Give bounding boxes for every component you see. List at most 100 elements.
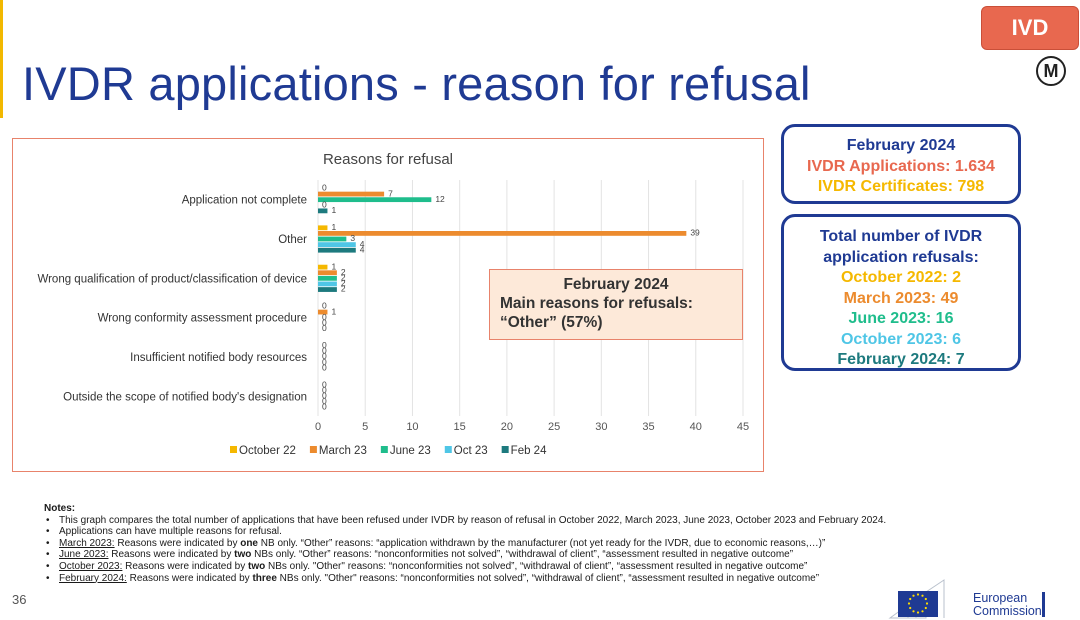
- legend-label: June 23: [390, 445, 431, 457]
- note-text: NBs only. "Other" reasons: “nonconformit…: [276, 572, 820, 584]
- logo-line-1: European: [973, 591, 1028, 605]
- eu-stars-icon: [907, 593, 929, 614]
- category-label: Insufficient notified body resources: [130, 352, 307, 364]
- data-label: 0: [322, 391, 327, 401]
- summary-certificates: IVDR Certificates: 798: [817, 178, 985, 195]
- category-label: Other: [278, 234, 307, 246]
- data-label: 2: [341, 284, 346, 294]
- note-item: June 2023: Reasons were indicated by two…: [46, 549, 1004, 561]
- bar-feb-24: [318, 208, 328, 214]
- legend-swatch-june-23: [380, 446, 388, 453]
- european-commission-wordmark: European Commission: [973, 592, 1042, 618]
- note-count: two: [234, 549, 252, 561]
- bar-june-23: [318, 236, 347, 242]
- note-text: Reasons were indicated by: [122, 560, 248, 572]
- chart-frame: [12, 138, 764, 472]
- summary-heading: February 2024: [846, 137, 956, 154]
- data-label: 2: [341, 273, 346, 283]
- category-label: Outside the scope of notified body's des…: [63, 391, 307, 403]
- x-tick-label: 0: [315, 421, 321, 433]
- note-label: October 2023:: [59, 560, 123, 572]
- refusals-march-2023: March 2023: 49: [843, 289, 959, 307]
- note-count: two: [248, 560, 266, 572]
- data-label: 0: [322, 312, 327, 322]
- data-label: 4: [360, 244, 365, 254]
- bar-october-22: [318, 264, 328, 270]
- notes-section: Notes: This graph compares the total num…: [44, 503, 1004, 584]
- data-label: 1: [331, 306, 336, 316]
- data-label: 2: [341, 267, 346, 277]
- legend-label: October 22: [239, 445, 296, 457]
- category-label: Wrong qualification of product/classific…: [37, 273, 307, 285]
- european-commission-logo: [888, 579, 945, 619]
- data-label: 0: [322, 346, 327, 356]
- logo-line-2: Commission: [973, 604, 1042, 618]
- data-label: 1: [331, 222, 336, 232]
- main-reason-callout: February 2024 Main reasons for refusals:…: [489, 269, 743, 340]
- x-tick-label: 35: [642, 421, 654, 433]
- legend-label: March 23: [319, 445, 367, 457]
- data-label: 0: [322, 357, 327, 367]
- bar-june-23: [318, 275, 337, 281]
- data-label: 1: [331, 205, 336, 215]
- legend-swatch-feb-24: [501, 446, 509, 453]
- total-refusals-box: Total number of IVDR application refusal…: [781, 214, 1021, 371]
- data-label: 4: [360, 239, 365, 249]
- refusals-heading-1: Total number of IVDR: [819, 228, 983, 245]
- bar-march-23: [318, 309, 328, 315]
- note-item: October 2023: Reasons were indicated by …: [46, 560, 1004, 573]
- note-text: Reasons were indicated by: [126, 572, 253, 584]
- refusals-october-2022: October 2022: 2: [840, 269, 962, 286]
- ivd-badge: IVD: [981, 6, 1079, 50]
- m-circle-icon: M: [1036, 56, 1066, 86]
- page-number: 36: [12, 592, 27, 607]
- bar-june-23: [318, 197, 432, 203]
- data-label: 0: [322, 340, 327, 350]
- note-item: February 2024: Reasons were indicated by…: [46, 572, 1004, 585]
- x-tick-label: 45: [737, 421, 749, 433]
- refusals-october-2023: October 2023: 6: [840, 330, 962, 348]
- data-label: 3: [350, 233, 355, 243]
- logo-divider: [1042, 592, 1045, 617]
- data-label: 39: [690, 228, 700, 238]
- note-text: NBs only. “Other” reasons: “nonconformit…: [251, 549, 794, 561]
- chart-title: Reasons for refusal: [323, 151, 453, 168]
- x-tick-label: 5: [362, 421, 368, 433]
- bar-october-22: [318, 225, 328, 231]
- refusals-heading-2: application refusals:: [823, 248, 979, 266]
- x-tick-label: 30: [595, 421, 607, 433]
- notes-list: This graph compares the total number of …: [44, 515, 1004, 585]
- data-label: 0: [322, 402, 327, 412]
- data-label: 0: [322, 379, 327, 389]
- data-label: 0: [322, 351, 327, 361]
- bar-feb-24: [318, 287, 337, 292]
- data-label: 0: [322, 362, 327, 372]
- notes-header: Notes:: [44, 503, 76, 514]
- bar-march-23: [318, 270, 337, 276]
- note-label: June 2023:: [59, 549, 109, 561]
- data-label: 0: [322, 199, 327, 209]
- note-item: This graph compares the total number of …: [46, 515, 1004, 527]
- accent-bar: [0, 0, 3, 118]
- summary-applications: IVDR Applications: 1.634: [807, 157, 995, 175]
- x-tick-label: 15: [454, 421, 466, 433]
- category-label: Application not complete: [182, 195, 307, 207]
- bar-march-23: [318, 231, 687, 236]
- note-text: Reasons were indicated by: [114, 537, 241, 549]
- x-tick-label: 25: [548, 421, 560, 433]
- note-text: NB only. “Other” reasons: “application w…: [258, 537, 826, 549]
- legend-swatch-march-23: [309, 446, 317, 453]
- note-label: March 2023:: [59, 537, 115, 549]
- note-item: Applications can have multiple reasons f…: [46, 526, 1004, 538]
- note-item: March 2023: Reasons were indicated by on…: [46, 537, 1004, 550]
- x-tick-label: 40: [690, 421, 702, 433]
- category-label: Wrong conformity assessment procedure: [98, 313, 307, 325]
- legend-label: Oct 23: [454, 445, 488, 457]
- bar-oct-23: [318, 281, 337, 287]
- data-label: 0: [322, 385, 327, 395]
- legend-label: Feb 24: [511, 445, 547, 457]
- bar-oct-23: [318, 242, 356, 247]
- data-label: 0: [322, 323, 327, 333]
- legend-swatch-october-22: [230, 446, 237, 453]
- data-label: 7: [388, 188, 393, 198]
